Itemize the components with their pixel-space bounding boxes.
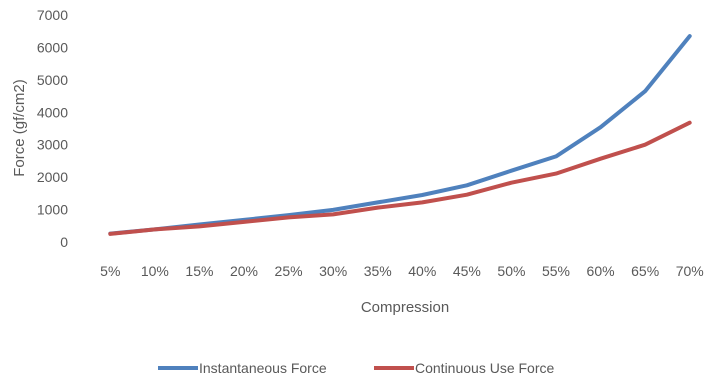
legend: Instantaneous Force Continuous Use Force [158,360,555,376]
y-tick-label: 7000 [37,7,68,23]
x-tick-label: 30% [319,263,347,279]
y-axis-title: Force (gf/cm2) [11,79,28,177]
x-tick-label: 25% [275,263,303,279]
x-tick-label: 70% [676,263,704,279]
series-lines [108,34,692,236]
x-tick-label: 60% [587,263,615,279]
x-tick-label: 40% [408,263,436,279]
y-tick-label: 4000 [37,104,68,120]
x-tick-label: 5% [100,263,120,279]
x-tick-label: 45% [453,263,481,279]
x-tick-label: 10% [141,263,169,279]
x-tick-label: 55% [542,263,570,279]
x-tick-label: 20% [230,263,258,279]
legend-label-instantaneous-force: Instantaneous Force [199,360,327,376]
x-tick-label: 65% [631,263,659,279]
x-axis-title: Compression [361,299,449,316]
y-tick-label: 6000 [37,39,68,55]
y-tick-label: 2000 [37,169,68,185]
y-axis-ticks: 0 1000 2000 3000 4000 5000 6000 7000 [37,7,68,250]
y-tick-label: 3000 [37,137,68,153]
y-tick-label: 5000 [37,72,68,88]
legend-label-continuous-use-force: Continuous Use Force [415,360,555,376]
series-line-continuous-use-force [108,120,692,236]
x-tick-label: 35% [364,263,392,279]
x-tick-label: 50% [497,263,525,279]
x-tick-label: 15% [185,263,213,279]
x-axis-ticks: 5% 10% 15% 20% 25% 30% 35% 40% 45% 50% 55% 60% 65% 70… [100,263,704,279]
y-tick-label: 0 [60,234,68,250]
y-tick-label: 1000 [37,202,68,218]
